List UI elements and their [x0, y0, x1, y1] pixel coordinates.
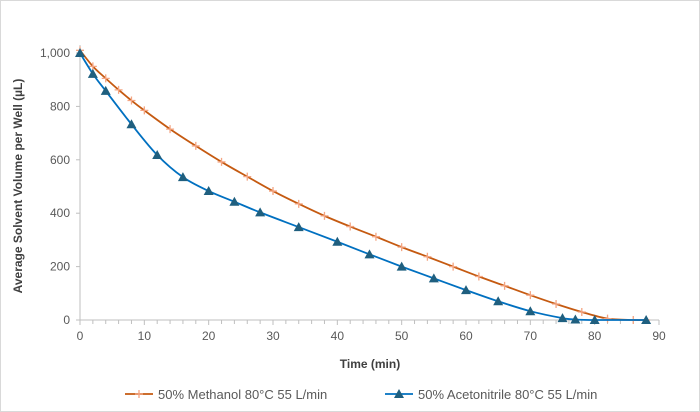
data-point	[140, 106, 149, 115]
data-point	[364, 249, 375, 259]
y-tick-label: 1,000	[40, 46, 70, 60]
data-point	[346, 222, 355, 231]
data-point	[397, 243, 406, 252]
data-point	[217, 157, 226, 166]
data-point	[255, 207, 266, 217]
x-tick-label: 60	[459, 329, 473, 343]
data-point	[152, 149, 163, 159]
data-point	[396, 261, 407, 271]
data-point	[332, 236, 343, 246]
x-tick-label: 20	[202, 329, 216, 343]
data-point	[243, 172, 252, 181]
data-point	[428, 273, 439, 283]
data-point	[641, 315, 652, 324]
data-point	[371, 232, 380, 241]
data-point	[552, 299, 561, 308]
data-point	[293, 222, 304, 232]
data-point	[557, 313, 568, 323]
data-point	[294, 199, 303, 208]
y-tick-label: 800	[50, 99, 70, 113]
data-point	[449, 262, 458, 271]
data-point	[127, 96, 136, 105]
legend-marker	[135, 390, 143, 398]
data-point	[461, 285, 471, 295]
data-point	[570, 314, 581, 324]
series-methanol	[76, 46, 651, 324]
data-point	[526, 291, 535, 300]
data-point	[474, 272, 483, 281]
data-point	[114, 85, 123, 94]
series-line	[79, 52, 647, 321]
data-point	[100, 85, 111, 95]
y-tick-label: 200	[50, 260, 70, 274]
y-tick-label: 0	[63, 313, 70, 327]
series-line	[79, 49, 647, 321]
x-tick-label: 10	[138, 329, 152, 343]
x-tick-label: 40	[331, 329, 345, 343]
data-point	[87, 68, 98, 78]
data-point	[166, 125, 175, 134]
data-point	[229, 196, 240, 206]
data-point	[525, 306, 536, 316]
data-point	[126, 119, 137, 129]
series-acetonitrile	[75, 48, 652, 324]
x-axis-label: Time (min)	[340, 357, 400, 371]
data-point	[269, 187, 277, 196]
legend-label-acetonitrile: 50% Acetonitrile 80°C 55 L/min	[418, 387, 597, 402]
data-point	[75, 48, 85, 57]
data-point	[423, 252, 432, 261]
data-point	[500, 281, 509, 290]
y-tick-label: 400	[50, 206, 70, 220]
x-tick-label: 0	[77, 329, 84, 343]
data-point	[177, 172, 188, 182]
x-tick-label: 70	[524, 329, 538, 343]
legend: 50% Methanol 80°C 55 L/min 50% Acetonitr…	[125, 387, 597, 402]
data-point	[577, 307, 586, 316]
x-tick-label: 30	[266, 329, 280, 343]
data-point	[203, 186, 214, 196]
x-tick-label: 50	[395, 329, 409, 343]
x-tick-label: 80	[588, 329, 602, 343]
data-point	[603, 314, 612, 323]
y-axis-label: Average Solvent Volume per Well (µL)	[11, 79, 25, 294]
data-point	[320, 211, 329, 220]
y-tick-label: 600	[50, 153, 70, 167]
x-tick-label: 90	[652, 329, 666, 343]
legend-label-methanol: 50% Methanol 80°C 55 L/min	[158, 387, 327, 402]
data-point	[101, 74, 110, 83]
data-point	[493, 296, 504, 306]
data-point	[589, 315, 600, 324]
data-point	[191, 141, 200, 150]
legend-marker	[394, 389, 404, 398]
